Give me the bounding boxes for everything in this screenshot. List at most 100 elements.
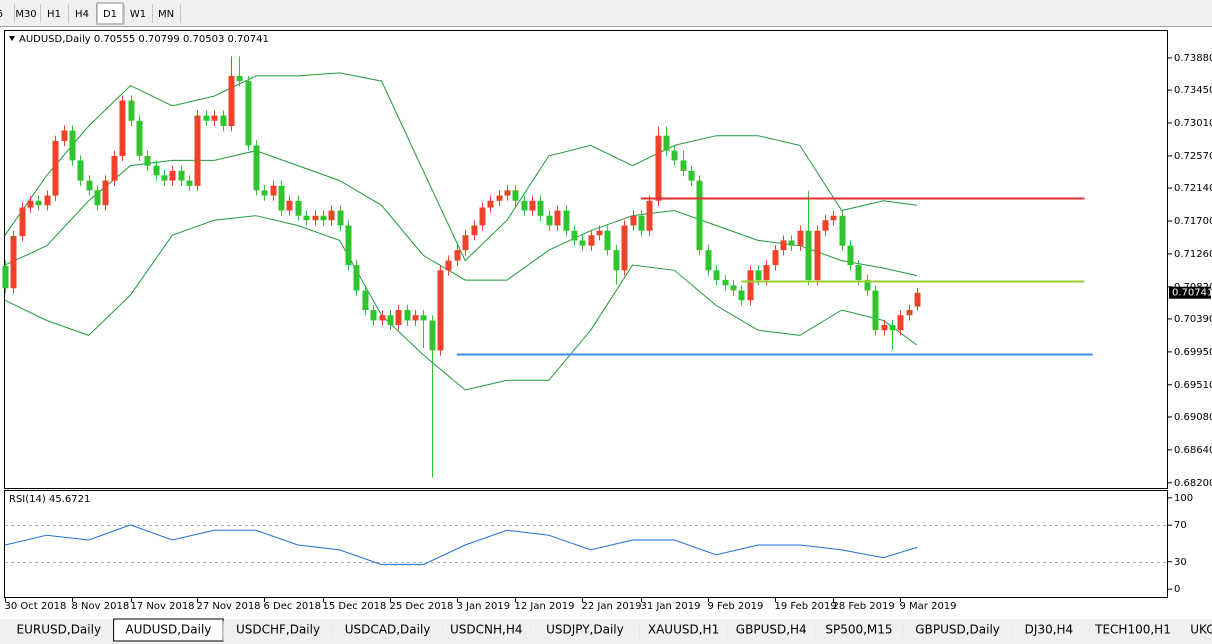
candle-body	[337, 210, 344, 226]
x-tick-label: 25 Dec 2018	[390, 601, 454, 612]
candle-body	[847, 245, 854, 266]
candle-body	[471, 225, 478, 236]
candle-body	[814, 230, 821, 281]
candle-body	[136, 120, 143, 156]
candle-body	[696, 180, 703, 251]
tab-label: EURUSD,Daily	[17, 623, 102, 637]
timeframe-button[interactable]: M30	[15, 4, 41, 23]
timeframe-button[interactable]: MN	[158, 4, 181, 23]
candle-body	[663, 135, 670, 151]
symbol-tab[interactable]: XAUUSD,H1	[639, 621, 729, 641]
candle-body	[220, 115, 227, 126]
candle-body	[69, 130, 76, 161]
candle-body	[211, 115, 218, 121]
timeframe-label: MN	[158, 9, 174, 20]
y-tick-label: 70	[1174, 520, 1187, 531]
toolbar	[0, 0, 1212, 26]
candle-body	[387, 315, 394, 325]
timeframe-label: W1	[130, 9, 146, 20]
x-tick-label: 8 Nov 2018	[72, 601, 130, 612]
symbol-tab[interactable]: USDCNH,H4	[442, 621, 532, 641]
candle-body	[194, 115, 201, 186]
candle-body	[445, 260, 452, 271]
tab-background	[1085, 621, 1181, 641]
x-tick-label: 28 Feb 2019	[833, 601, 895, 612]
candle-body	[563, 210, 570, 231]
timeframe-button[interactable]: 5	[0, 4, 15, 23]
symbol-tab[interactable]: USDCAD,Daily	[332, 621, 444, 641]
x-tick-label: 22 Jan 2019	[582, 601, 642, 612]
symbol-tab[interactable]: AUDUSD,Daily	[113, 618, 225, 642]
main-panel	[4, 30, 1168, 489]
symbol-tab[interactable]: DJ30,H4	[1012, 621, 1087, 641]
candle-body	[680, 160, 687, 171]
candle-body	[278, 185, 285, 211]
tab-background	[639, 621, 728, 641]
x-tick-label: 15 Dec 2018	[323, 601, 387, 612]
x-tick-label: 9 Feb 2019	[708, 601, 764, 612]
candle-body	[738, 290, 745, 301]
tab-label: USDCAD,Daily	[345, 623, 431, 637]
candle-body	[638, 215, 645, 231]
candle-body	[546, 215, 553, 226]
tab-label: UKC	[1190, 623, 1212, 637]
symbol-tab[interactable]: UKC	[1180, 621, 1212, 641]
x-tick-label: 30 Oct 2018	[5, 601, 67, 612]
x-tick-label: 19 Feb 2019	[775, 601, 837, 612]
candle-body	[404, 309, 411, 321]
candle-body	[245, 81, 252, 146]
tab-label: DJ30,H4	[1025, 623, 1074, 637]
tab-background	[815, 621, 903, 641]
symbol-tab[interactable]: TECH100,H1	[1085, 621, 1182, 641]
candle-body	[487, 200, 494, 208]
candle-body	[780, 240, 787, 251]
candle-body	[537, 200, 544, 216]
timeframe-label: M30	[15, 9, 36, 20]
x-tick-label: 31 Jan 2019	[641, 601, 701, 612]
candle-body	[119, 100, 126, 156]
candle-body	[772, 250, 779, 266]
candle-body	[178, 170, 185, 181]
rsi-line	[4, 524, 918, 566]
symbol-tab[interactable]: SP500,M15	[815, 621, 904, 641]
candle-body	[646, 200, 653, 231]
symbol-tab[interactable]: EURUSD,Daily	[4, 621, 115, 641]
timeframe-label: D1	[103, 9, 117, 20]
symbol-tab[interactable]: USDCHF,Daily	[223, 621, 334, 641]
symbol-tab[interactable]: GBPUSD,Daily	[902, 621, 1014, 641]
y-tick-label: 0.72570	[1174, 151, 1212, 162]
symbol-tab[interactable]: USDJPY,Daily	[530, 621, 641, 641]
chart-header: AUDUSD,Daily 0.70555 0.70799 0.70503 0.7…	[19, 34, 269, 45]
candle-body	[303, 215, 310, 221]
candle-body	[52, 140, 59, 196]
candle-body	[312, 215, 319, 221]
candle-body	[906, 309, 913, 316]
tab-label: USDJPY,Daily	[546, 623, 624, 637]
timeframe-button[interactable]: D1	[96, 2, 125, 25]
rsi-header: RSI(14) 45.6721	[9, 494, 90, 505]
price-marker-label: 0.70741	[1172, 288, 1212, 299]
symbol-tab[interactable]: GBPUSD,H4	[727, 621, 817, 641]
candle-body	[914, 292, 921, 307]
candle-body	[102, 180, 109, 206]
candle-body	[295, 200, 302, 216]
candle-body	[588, 235, 595, 246]
candle-body	[805, 230, 812, 281]
timeframe-button[interactable]: H1	[47, 4, 69, 23]
candle-body	[755, 270, 762, 281]
bollinger-lower	[4, 215, 918, 391]
candle-body	[722, 280, 729, 286]
tab-label: GBPUSD,Daily	[915, 623, 1000, 637]
tab-label: GBPUSD,H4	[736, 623, 807, 637]
candle-body	[705, 250, 712, 271]
timeframe-label: H1	[47, 9, 61, 20]
candle-body	[286, 200, 293, 211]
x-tick-label: 3 Jan 2019	[457, 601, 511, 612]
candle-body	[830, 215, 837, 221]
candle-body	[504, 190, 511, 196]
y-tick-label: 0.73880	[1174, 53, 1212, 64]
candle-body	[655, 135, 662, 201]
timeframe-button[interactable]: W1	[130, 4, 153, 23]
x-tick-label: 17 Nov 2018	[131, 601, 195, 612]
